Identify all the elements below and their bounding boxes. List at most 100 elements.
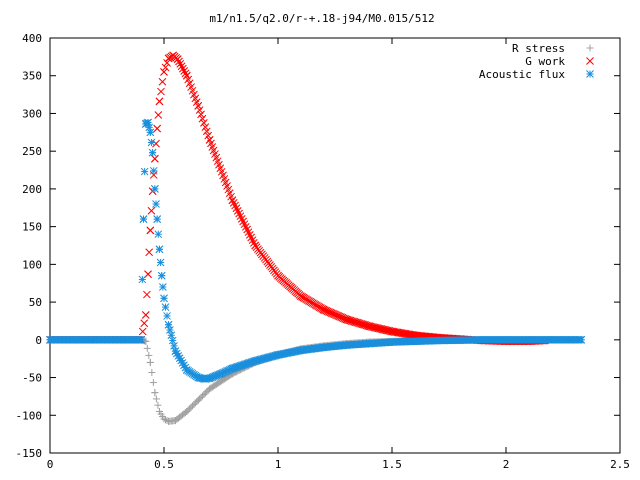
data-point	[337, 313, 345, 321]
y-tick-label: 300	[22, 107, 42, 120]
axes: 0 0.5 1 1.5 2 2.5 -150 -100 -50 0 50 100 150 200 250 30…	[16, 32, 630, 471]
x-tick-label: 0	[47, 458, 54, 471]
data-point	[137, 335, 146, 344]
data-point	[202, 127, 211, 136]
data-point	[147, 138, 156, 147]
data-point	[161, 303, 170, 311]
data-point	[154, 401, 162, 409]
data-point	[201, 123, 210, 131]
x-tick-label: 2.5	[610, 458, 630, 471]
y-tick-label: 200	[22, 183, 42, 196]
data-point	[577, 335, 586, 344]
x-tick-label: 1	[275, 458, 282, 471]
data-point	[322, 306, 331, 315]
legend-marker-acoustic-flux	[586, 70, 594, 78]
y-tick-label: 350	[22, 70, 42, 83]
data-point	[177, 62, 186, 71]
data-point	[327, 309, 336, 317]
data-point	[151, 185, 159, 193]
data-point	[330, 310, 339, 319]
data-point	[157, 87, 165, 96]
data-point	[334, 312, 343, 320]
x-tick-label: 0.5	[154, 458, 174, 471]
data-point	[154, 111, 163, 119]
data-point	[176, 60, 185, 68]
data-point	[339, 314, 348, 323]
data-point	[142, 337, 150, 345]
data-point	[163, 59, 171, 67]
data-point	[152, 200, 160, 208]
y-tick-label: -50	[22, 372, 42, 385]
legend-label-r-stress: R stress	[512, 42, 565, 55]
data-point	[175, 57, 183, 66]
plot-area	[46, 51, 586, 425]
data-point	[143, 344, 151, 352]
y-tick-label: -100	[16, 409, 43, 422]
data-point	[162, 416, 170, 424]
y-tick-label: -150	[16, 447, 43, 460]
data-point	[325, 308, 333, 316]
x-tick-label: 2	[503, 458, 510, 471]
data-point	[147, 206, 156, 215]
series-g-work	[46, 51, 549, 346]
data-point	[143, 290, 151, 299]
data-point	[145, 123, 154, 132]
data-point	[140, 319, 149, 328]
data-point	[148, 369, 156, 377]
data-point	[159, 283, 167, 291]
data-point	[144, 118, 152, 127]
data-point	[138, 327, 147, 336]
data-point	[204, 131, 213, 140]
data-point	[195, 106, 204, 115]
data-point	[152, 139, 160, 148]
data-point	[146, 226, 155, 235]
data-point	[198, 114, 207, 123]
data-point	[160, 294, 168, 303]
data-point	[331, 310, 340, 319]
y-tick-label: 100	[22, 258, 42, 271]
data-point	[151, 154, 159, 163]
series-acoustic-flux	[46, 118, 586, 383]
data-point	[146, 358, 154, 366]
data-point	[155, 245, 164, 254]
data-point	[333, 311, 341, 320]
data-point	[153, 215, 162, 223]
y-tick-label: 150	[22, 221, 42, 234]
data-point	[167, 331, 176, 340]
data-point	[323, 307, 332, 316]
data-point	[166, 326, 174, 334]
data-point	[329, 309, 337, 318]
legend-marker-g-work	[586, 57, 594, 65]
data-point	[149, 379, 157, 387]
data-point	[155, 97, 164, 106]
chart-title: m1/n1.5/q2.0/r-+.18-j94/M0.015/512	[209, 12, 434, 25]
legend-label-acoustic-flux: Acoustic flux	[479, 68, 565, 81]
data-point	[321, 306, 329, 315]
data-point	[338, 313, 347, 322]
data-point	[148, 148, 157, 157]
y-tick-label: 50	[29, 296, 42, 309]
data-point	[341, 315, 349, 323]
data-point	[335, 312, 344, 321]
plot-frame	[49, 37, 621, 454]
data-point	[326, 308, 335, 317]
data-point	[179, 64, 187, 73]
data-point	[168, 336, 177, 345]
data-point	[156, 258, 165, 267]
data-point	[139, 215, 148, 223]
data-point	[138, 275, 147, 284]
data-point	[164, 320, 173, 329]
data-point	[173, 55, 182, 63]
data-point	[146, 128, 155, 137]
data-point	[181, 69, 190, 78]
data-point	[161, 63, 170, 72]
data-point	[145, 248, 154, 257]
data-point	[319, 305, 328, 314]
data-point	[141, 311, 150, 319]
y-tick-label: 400	[22, 32, 42, 45]
legend-marker-r-stress	[586, 44, 594, 52]
data-point	[153, 124, 162, 133]
y-tick-label: 0	[35, 334, 42, 347]
data-point	[160, 68, 168, 76]
